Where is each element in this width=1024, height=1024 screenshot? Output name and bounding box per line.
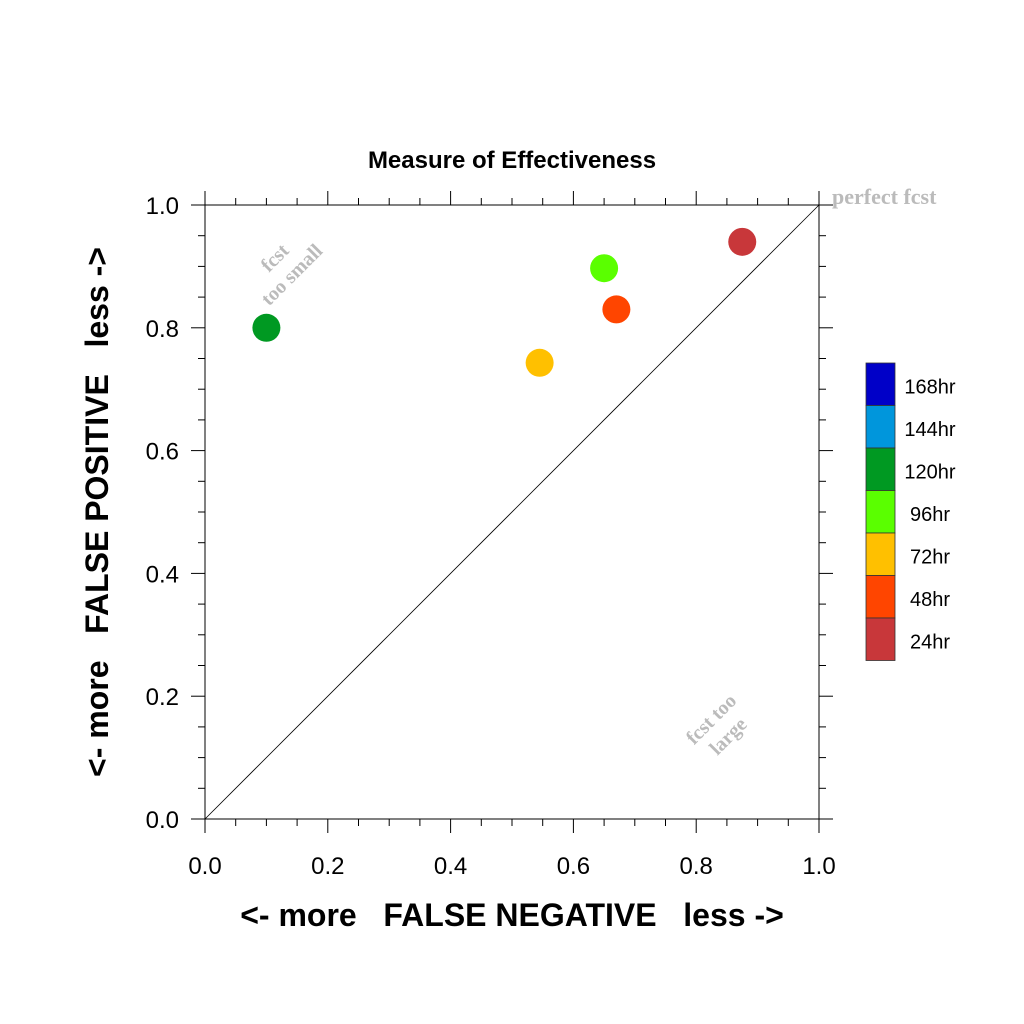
plot-area: 0.0 0.2 0.4 0.6 0.8 1.0 0.0 0.2 0.4 0.6 0.8 1.0 xyxy=(146,191,836,880)
region-label-upper: fcst too small xyxy=(257,239,328,310)
data-point xyxy=(728,227,757,256)
diagonal-label: perfect fcst xyxy=(832,184,937,209)
y-tick-label: 0.8 xyxy=(146,316,179,343)
x-tick-label: 0.6 xyxy=(557,853,590,880)
data-point xyxy=(590,254,619,283)
y-tick-label: 0.0 xyxy=(146,807,179,834)
x-tick-label: 0.2 xyxy=(311,853,344,880)
perfect-forecast-line xyxy=(204,204,820,820)
x-tick-label: 0.8 xyxy=(680,853,713,880)
chart-title: Measure of Effectiveness xyxy=(368,147,656,174)
x-tick-label: 0.4 xyxy=(434,853,467,880)
data-point xyxy=(525,348,554,377)
legend-label: 72hr xyxy=(910,547,950,569)
x-tick-label: 1.0 xyxy=(802,853,835,880)
y-tick-label: 1.0 xyxy=(146,193,179,220)
y-tick-label: 0.2 xyxy=(146,684,179,711)
legend-label: 120hr xyxy=(904,462,955,484)
legend-label: 168hr xyxy=(904,377,955,399)
legend-swatch xyxy=(865,575,896,619)
legend-label: 96hr xyxy=(910,504,950,526)
x-tick-label: 0.0 xyxy=(188,853,221,880)
y-axis-label: <- more FALSE POSITIVE less -> xyxy=(79,247,115,777)
legend-swatch xyxy=(865,490,896,534)
legend-swatch xyxy=(865,447,896,491)
legend-swatch xyxy=(865,617,896,661)
legend: 168hr 144hr 120hr 96hr 72hr 48hr 24hr xyxy=(865,362,956,661)
data-point xyxy=(252,313,281,342)
legend-swatch xyxy=(865,362,896,406)
y-tick-label: 0.4 xyxy=(146,561,179,588)
legend-label: 48hr xyxy=(910,589,950,611)
region-label-lower: fcst too large xyxy=(682,690,752,760)
legend-label: 144hr xyxy=(904,419,955,441)
data-point xyxy=(602,295,631,324)
legend-swatch xyxy=(865,405,896,449)
y-tick-label: 0.6 xyxy=(146,439,179,466)
legend-label: 24hr xyxy=(910,632,950,654)
legend-swatch xyxy=(865,532,896,576)
x-axis-label: <- more FALSE NEGATIVE less -> xyxy=(240,897,784,933)
